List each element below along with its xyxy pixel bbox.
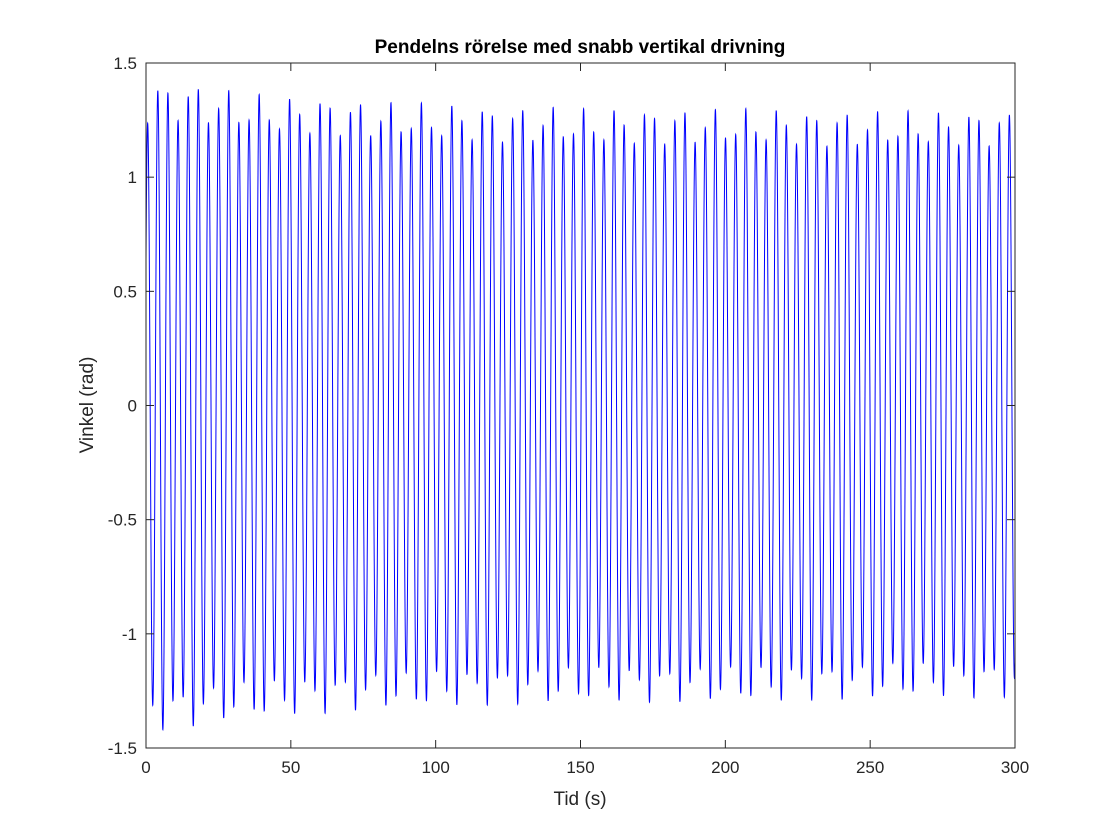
x-tick-label: 150 bbox=[566, 758, 594, 777]
plot-area bbox=[146, 63, 1015, 748]
x-tick-label: 100 bbox=[421, 758, 449, 777]
x-tick-label: 200 bbox=[711, 758, 739, 777]
series-line-0 bbox=[145, 88, 1016, 732]
y-tick-label: 1 bbox=[128, 168, 137, 187]
y-tick-label: -1.5 bbox=[108, 739, 137, 758]
x-tick-label: 250 bbox=[856, 758, 884, 777]
x-axis-label: Tid (s) bbox=[553, 789, 606, 810]
y-tick-label: 1.5 bbox=[113, 54, 137, 73]
y-tick-label: -0.5 bbox=[108, 511, 137, 530]
y-tick-label: 0.5 bbox=[113, 282, 137, 301]
y-tick-label: 0 bbox=[128, 397, 137, 416]
y-tick-label: -1 bbox=[122, 625, 137, 644]
tick-layer: 0 50 100 150 200 250 300 -1.5 -1 -0.5 0 0.5 1 1.5 bbox=[108, 54, 1029, 777]
x-tick-label: 0 bbox=[141, 758, 150, 777]
x-tick-label: 300 bbox=[1001, 758, 1029, 777]
y-axis-label: Vinkel (rad) bbox=[77, 357, 98, 454]
chart-title: Pendelns rörelse med snabb vertikal driv… bbox=[375, 37, 786, 58]
series-layer bbox=[145, 88, 1016, 732]
x-tick-label: 50 bbox=[281, 758, 300, 777]
